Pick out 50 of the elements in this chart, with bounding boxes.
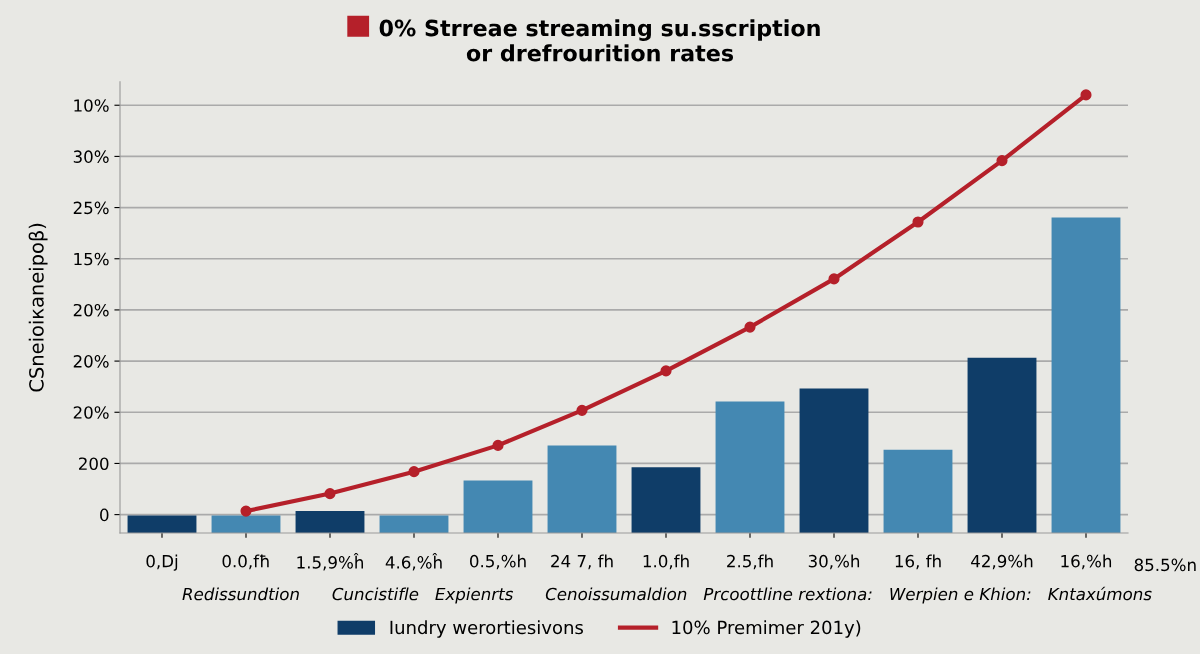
bar <box>715 401 785 534</box>
legend-label: Iundry werortiesivons <box>390 620 583 638</box>
point <box>912 216 924 228</box>
x-tick-label: 42,9%h <box>971 554 1033 570</box>
text: 85.5%n <box>1134 558 1196 572</box>
x-tick-label: 1.5,9%ĥ <box>297 553 363 571</box>
bar <box>883 449 953 534</box>
x-tick-label: 16,%h <box>1061 554 1112 570</box>
text: 30% <box>73 150 109 163</box>
text: Redissundtion Cuncistifle Expienrts Cenoissumaldion Prcoottline rextiona: Werpien e Khion: Kntaxúmons <box>182 586 1152 604</box>
text: 20% <box>73 406 109 419</box>
point <box>324 488 336 500</box>
x-tick-label: 30,%h <box>808 554 860 570</box>
legend-label: 10% Premimer 201y) <box>672 620 861 638</box>
x-tick-label: 0.5,%h <box>470 554 526 570</box>
bar <box>1051 217 1121 534</box>
text: 25% <box>73 201 109 215</box>
x-tick-label: 1.0,fh <box>643 554 689 570</box>
text: 0 <box>100 508 109 522</box>
point <box>492 439 504 451</box>
x-tick-label: 0,Dj <box>146 554 178 571</box>
text: 20% <box>73 303 109 317</box>
point <box>1080 89 1092 101</box>
text: 10% <box>74 99 109 112</box>
bar <box>211 515 281 534</box>
y-axis-title: CSneioiкaneipoβ) <box>28 223 48 392</box>
point <box>744 321 756 333</box>
chart-title: 0% Strreae streaming su.sscription or drefrourition rates <box>379 19 820 62</box>
point <box>240 505 252 517</box>
text: 200 <box>78 457 109 471</box>
bar <box>967 357 1037 534</box>
bar <box>127 515 197 534</box>
text: 20% <box>73 355 109 368</box>
point <box>576 404 588 416</box>
bar <box>547 445 617 534</box>
x-tick-label: 0.0,fħ <box>222 554 269 570</box>
point <box>408 466 420 478</box>
text: 15% <box>74 252 109 266</box>
bar <box>379 515 449 534</box>
bar <box>463 480 533 534</box>
bar <box>295 511 365 534</box>
x-tick-label: 2.5,fh <box>727 554 773 570</box>
bar <box>631 467 701 534</box>
x-tick-label: 4.6,%ĥ <box>385 553 442 571</box>
point <box>660 365 672 377</box>
bar <box>799 388 869 534</box>
point <box>828 273 840 285</box>
x-tick-label: 16, fh <box>895 554 941 570</box>
point <box>996 155 1008 167</box>
x-tick-label: 24 7, fh <box>551 554 613 570</box>
